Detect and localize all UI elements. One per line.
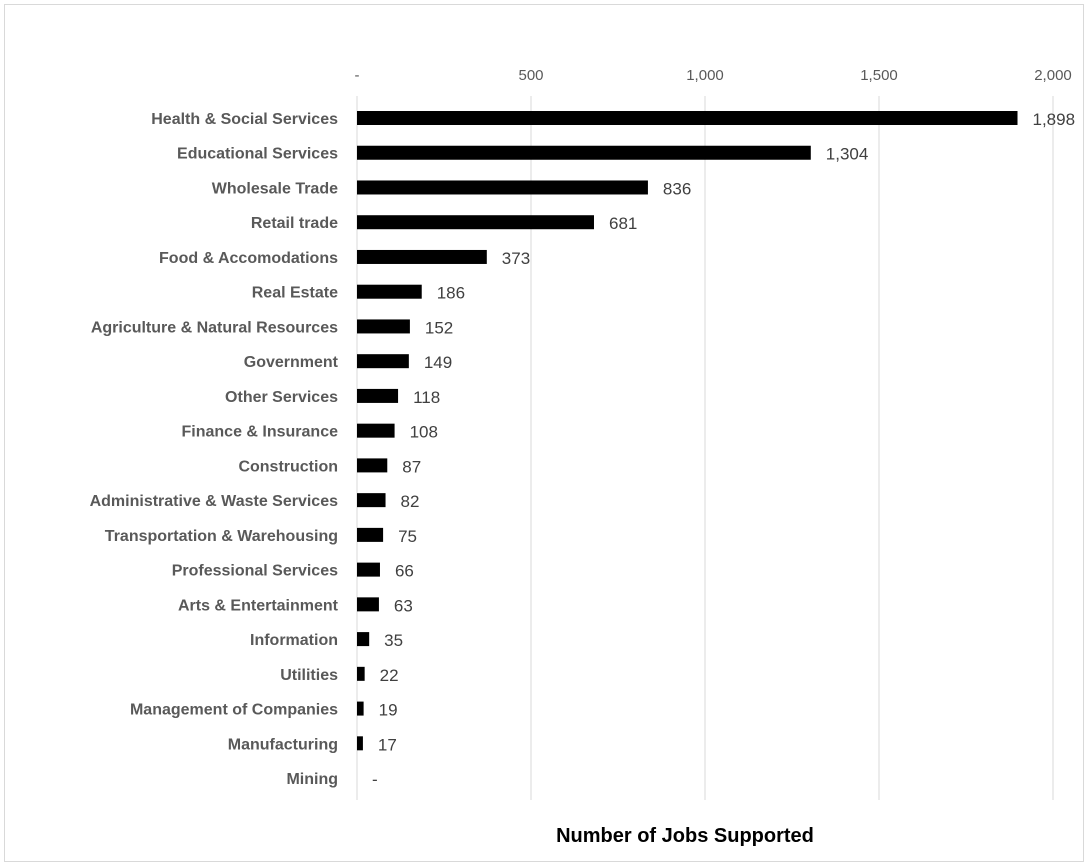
bar xyxy=(357,354,409,369)
bar xyxy=(357,701,364,716)
category-label: Retail trade xyxy=(251,215,338,232)
bar xyxy=(357,180,648,195)
category-labels: Health & Social Services Educational Serv… xyxy=(90,111,339,788)
category-label: Mining xyxy=(286,771,338,788)
data-label: - xyxy=(372,770,378,789)
bar xyxy=(357,527,384,542)
category-label: Educational Services xyxy=(177,146,338,163)
data-label: 66 xyxy=(395,562,414,581)
category-label: Health & Social Services xyxy=(151,111,338,128)
x-tick-label: 1,500 xyxy=(860,67,898,84)
bar xyxy=(357,666,365,681)
category-label: Administrative & Waste Services xyxy=(90,493,339,510)
bar xyxy=(357,145,811,160)
x-tick-label: 500 xyxy=(518,67,543,84)
category-label: Transportation & Warehousing xyxy=(105,528,338,545)
data-label: 82 xyxy=(401,492,420,511)
data-label: 87 xyxy=(402,457,421,476)
data-labels: 1,898 1,304 836 681 373 186 152 149 118 108 87 82 75… xyxy=(372,110,1075,789)
data-label: 63 xyxy=(394,596,413,615)
bar xyxy=(357,562,380,577)
data-label: 373 xyxy=(502,249,530,268)
gridlines xyxy=(356,96,1054,800)
x-tick-label: - xyxy=(355,67,360,84)
category-label: Professional Services xyxy=(172,563,338,580)
x-tick-label: 2,000 xyxy=(1034,67,1072,84)
x-axis-title: Number of Jobs Supported xyxy=(556,825,814,847)
bar xyxy=(357,597,379,612)
bar xyxy=(357,458,388,473)
bar xyxy=(357,215,594,230)
category-label: Information xyxy=(250,632,338,649)
category-label: Utilities xyxy=(280,667,338,684)
data-label: 19 xyxy=(379,701,398,720)
category-label: Finance & Insurance xyxy=(182,424,339,441)
category-label: Real Estate xyxy=(252,285,338,302)
bar xyxy=(357,493,386,508)
bar xyxy=(357,111,1018,125)
bar xyxy=(357,736,363,751)
category-label: Other Services xyxy=(225,389,338,406)
data-label: 836 xyxy=(663,179,691,198)
data-label: 17 xyxy=(378,735,397,754)
bar xyxy=(357,632,370,647)
data-label: 1,898 xyxy=(1033,110,1076,129)
data-label: 22 xyxy=(380,666,399,685)
data-label: 152 xyxy=(425,318,453,337)
category-label: Management of Companies xyxy=(130,702,338,719)
data-label: 108 xyxy=(410,423,438,442)
data-label: 149 xyxy=(424,353,452,372)
category-label: Manufacturing xyxy=(228,736,338,753)
data-label: 35 xyxy=(384,631,403,650)
category-label: Wholesale Trade xyxy=(212,180,338,197)
category-label: Agriculture & Natural Resources xyxy=(91,319,338,336)
category-label: Construction xyxy=(238,458,338,475)
bar xyxy=(357,284,422,299)
category-label: Food & Accomodations xyxy=(159,250,338,267)
data-label: 186 xyxy=(437,284,465,303)
bar xyxy=(357,319,410,334)
category-label: Government xyxy=(244,354,339,371)
data-label: 1,304 xyxy=(826,145,869,164)
data-label: 681 xyxy=(609,214,637,233)
data-label: 75 xyxy=(398,527,417,546)
x-tick-label: 1,000 xyxy=(686,67,724,84)
x-axis-ticks: - 500 1,000 1,500 2,000 xyxy=(355,67,1072,84)
bar xyxy=(357,423,395,438)
category-label: Arts & Entertainment xyxy=(178,597,339,614)
bar xyxy=(357,249,487,264)
bar xyxy=(357,388,399,403)
bars xyxy=(357,111,1018,751)
data-label: 118 xyxy=(413,388,440,407)
